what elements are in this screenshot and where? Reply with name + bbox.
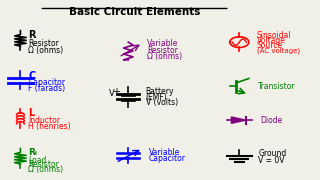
Text: (AC voltage): (AC voltage) (257, 48, 300, 54)
Text: Variable: Variable (149, 148, 180, 157)
Text: V: V (109, 89, 115, 98)
Text: Inductor: Inductor (28, 116, 60, 125)
Text: H (henries): H (henries) (28, 122, 71, 131)
Text: Transistor: Transistor (258, 82, 296, 91)
Text: Resistor: Resistor (28, 39, 59, 48)
Text: +: + (112, 87, 120, 97)
Text: Ω (ohms): Ω (ohms) (147, 52, 182, 61)
Text: Ω (ohms): Ω (ohms) (28, 46, 63, 55)
Text: Source: Source (257, 41, 283, 50)
Text: Capacitor: Capacitor (149, 154, 186, 163)
Text: C: C (28, 71, 36, 81)
Text: Load: Load (28, 156, 47, 165)
Text: Diode: Diode (260, 116, 282, 125)
Text: Ground: Ground (258, 149, 287, 158)
Text: L: L (28, 108, 35, 118)
Text: (EMF): (EMF) (146, 93, 167, 102)
Text: Basic Circuit Elements: Basic Circuit Elements (69, 7, 200, 17)
Text: V = 0V: V = 0V (258, 156, 285, 165)
Text: Sinsoidal: Sinsoidal (257, 31, 292, 40)
Text: Capacitor: Capacitor (28, 78, 65, 87)
Text: Voltage: Voltage (257, 36, 286, 45)
Text: Ω (ohms): Ω (ohms) (28, 165, 63, 174)
Text: Rₗ: Rₗ (28, 148, 37, 158)
Polygon shape (231, 117, 246, 123)
Text: Battery: Battery (146, 87, 174, 96)
Text: Resistor: Resistor (28, 160, 59, 169)
Text: V (volts): V (volts) (146, 98, 178, 107)
Text: R: R (28, 30, 36, 40)
Text: Resistor: Resistor (147, 46, 178, 55)
Text: F (farads): F (farads) (28, 84, 66, 93)
Text: Variable: Variable (147, 39, 179, 48)
